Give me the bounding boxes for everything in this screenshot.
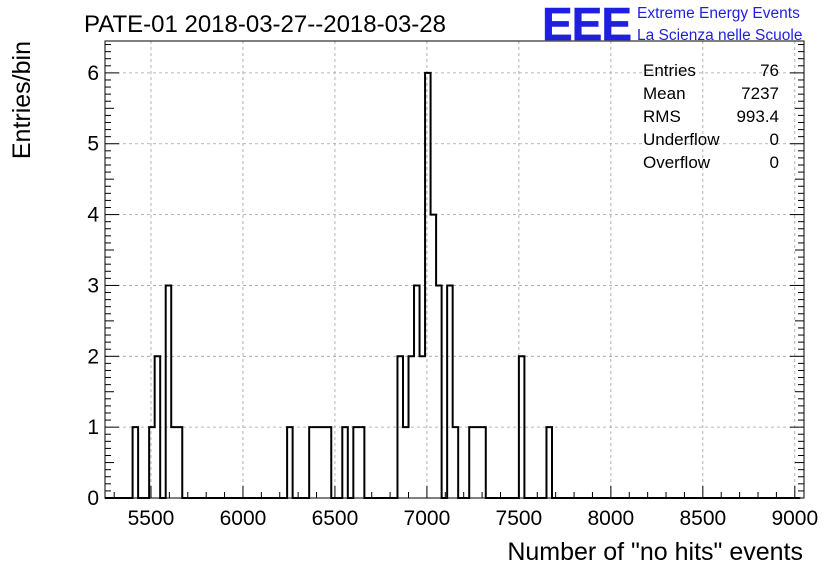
x-tick-label: 9000 — [771, 507, 818, 530]
logo-line2: La Scienza nelle Scuole — [637, 27, 802, 44]
y-tick-label: 3 — [87, 274, 99, 297]
x-tick-label: 7500 — [496, 507, 543, 530]
y-tick-label: 6 — [87, 62, 99, 85]
x-tick-label: 6000 — [220, 507, 267, 530]
stat-overflow-label: Overflow — [643, 153, 711, 172]
stat-underflow-value: 0 — [770, 130, 779, 149]
eee-logo: EEE Extreme Energy Events La Scienza nel… — [542, 0, 803, 50]
y-tick-labels: 0 1 2 3 4 5 6 — [87, 62, 99, 510]
y-tick-label: 4 — [87, 204, 99, 227]
stat-rms-value: 993.4 — [736, 107, 779, 126]
axis-ticks — [105, 44, 804, 499]
plot-frame — [104, 40, 805, 499]
stat-underflow-label: Underflow — [643, 130, 720, 149]
stat-entries-value: 76 — [760, 61, 779, 80]
y-tick-label: 0 — [87, 487, 99, 510]
y-tick-label: 1 — [87, 416, 99, 439]
logo-mark: EEE — [542, 0, 631, 50]
x-tick-labels: 5500 6000 6500 7000 7500 8000 8500 9000 — [128, 507, 819, 530]
stats-box: Entries 76 Mean 7237 RMS 993.4 Underflow… — [643, 61, 779, 172]
y-tick-label: 5 — [87, 133, 99, 156]
x-tick-label: 8500 — [679, 507, 726, 530]
y-tick-label: 2 — [87, 345, 99, 368]
x-tick-label: 8000 — [587, 507, 634, 530]
y-axis-title: Entries/bin — [8, 41, 36, 159]
stat-rms-label: RMS — [643, 107, 681, 126]
x-axis-title: Number of "no hits" events — [507, 538, 803, 566]
x-tick-label: 7000 — [404, 507, 451, 530]
stat-entries-label: Entries — [643, 61, 696, 80]
x-tick-label: 6500 — [312, 507, 359, 530]
stat-mean-label: Mean — [643, 84, 686, 103]
logo-line1: Extreme Energy Events — [637, 5, 800, 22]
x-tick-label: 5500 — [128, 507, 175, 530]
chart-title: PATE-01 2018-03-27--2018-03-28 — [84, 11, 446, 38]
stat-mean-value: 7237 — [741, 84, 779, 103]
stat-overflow-value: 0 — [770, 153, 779, 172]
